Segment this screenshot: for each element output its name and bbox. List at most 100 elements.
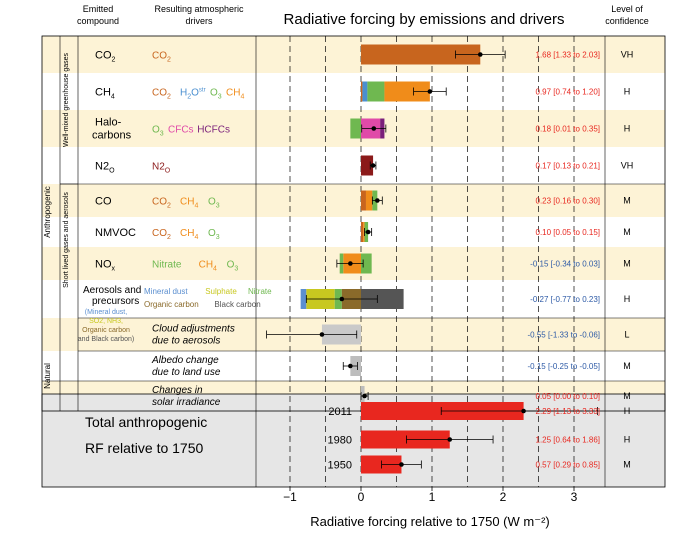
total-year-label: 1950	[328, 460, 352, 472]
value-label: -0.15 [-0.25 to -0.05]	[528, 362, 601, 371]
total-year-label: 1980	[328, 435, 352, 447]
header-confidence-line2: confidence	[605, 16, 649, 26]
driver-label: O3	[208, 197, 220, 210]
confidence-label: H	[624, 87, 631, 97]
x-axis-label: Radiative forcing relative to 1750 (W m⁻…	[310, 514, 550, 529]
compound-label: Albedo change	[151, 355, 219, 366]
driver-label: CO2	[152, 88, 171, 101]
row-best-estimate	[348, 363, 353, 369]
row-shade	[42, 184, 665, 217]
header-emitted-line1: Emitted	[83, 4, 114, 14]
compound-label: Cloud adjustments	[152, 324, 235, 335]
value-label: 0.97 [0.74 to 1.20]	[536, 88, 601, 97]
compound-label: Aerosols and	[83, 285, 141, 296]
aerosol-sublabel: SO2, NH3,	[89, 318, 123, 325]
chart-title: Radiative forcing by emissions and drive…	[284, 11, 565, 28]
value-label: 0.10 [0.05 to 0.15]	[536, 228, 601, 237]
confidence-label: M	[623, 361, 631, 371]
bar-h2o	[362, 81, 368, 102]
row-best-estimate	[339, 296, 345, 302]
driver-label: Nitrate	[248, 287, 272, 296]
confidence-label: M	[623, 227, 631, 237]
total-anthropogenic-label: Total anthropogenic RF relative to 1750	[85, 414, 207, 456]
row-best-estimate	[362, 393, 367, 399]
bar-o3	[361, 253, 372, 274]
aerosol-sublabel: and Black carbon)	[78, 336, 134, 343]
driver-label: Organic carbon	[144, 300, 199, 309]
bar-o3	[350, 118, 361, 139]
confidence-label: VH	[621, 50, 634, 60]
x-tick-label: −1	[283, 490, 297, 504]
compound-label: N2O	[95, 161, 115, 175]
driver-label: N2O	[152, 162, 171, 175]
driver-label: Sulphate	[205, 287, 237, 296]
total-best-estimate	[521, 408, 526, 414]
header-emitted-line2: compound	[77, 16, 119, 26]
compound-label: CO2	[95, 50, 116, 64]
aerosol-sublabel: (Mineral dust,	[85, 309, 127, 316]
driver-label: CO2	[152, 197, 171, 210]
x-tick-label: 0	[358, 490, 365, 504]
total-year-label: 2011	[328, 406, 352, 418]
compound-label: solar irradiance	[152, 397, 221, 408]
value-label: 0.17 [0.13 to 0.21]	[536, 162, 601, 171]
total-bar	[361, 430, 450, 449]
confidence-label: H	[624, 406, 631, 416]
value-label: 0.05 [0.00 to 0.10]	[536, 392, 601, 401]
total-label-line1: Total anthropogenic	[85, 414, 207, 430]
confidence-label: H	[624, 294, 631, 304]
compound-label: CO	[95, 196, 112, 208]
driver-label: CO2	[152, 51, 171, 64]
value-label: 0.18 [0.01 to 0.35]	[536, 125, 601, 134]
bar-mineraldust	[300, 289, 307, 309]
x-tick-label: 2	[500, 490, 507, 504]
row-shade	[42, 36, 665, 73]
value-label: 0.23 [0.16 to 0.30]	[536, 197, 601, 206]
value-label: 0.57 [0.29 to 0.85]	[536, 461, 601, 470]
driver-label: O3	[227, 260, 239, 273]
group-label-wmghg: Well-mixed greenhouse gases	[63, 52, 70, 147]
driver-label: O3	[208, 228, 220, 241]
value-label: 1.25 [0.64 to 1.86]	[536, 436, 601, 445]
totals-frame	[41, 393, 666, 488]
driver-label: CH4	[199, 260, 217, 273]
bar-ch4	[384, 81, 430, 102]
value-label: -0.27 [-0.77 to 0.23]	[530, 295, 600, 304]
confidence-label: L	[624, 330, 629, 340]
compound-label: carbons	[92, 130, 132, 142]
aerosol-sublabel: Organic carbon	[82, 327, 130, 334]
x-tick-label: 3	[571, 490, 578, 504]
header-drivers-line1: Resulting atmospheric	[154, 4, 244, 14]
driver-label: O3	[210, 88, 222, 101]
confidence-label: VH	[621, 161, 634, 171]
driver-label: CH4	[180, 228, 198, 241]
bar-co2	[361, 81, 363, 102]
value-label: -0.15 [-0.34 to 0.03]	[530, 260, 600, 269]
driver-label: CFCs	[168, 125, 194, 136]
driver-label: CH4	[180, 197, 198, 210]
bar-co2	[361, 44, 481, 65]
compound-label: Changes in	[152, 385, 203, 396]
main-frame	[41, 35, 666, 412]
driver-label: CH4	[226, 88, 244, 101]
bar-blackcarbon	[361, 289, 404, 309]
confidence-label: H	[624, 124, 631, 134]
header-confidence-line1: Level of	[611, 4, 643, 14]
row-best-estimate	[375, 198, 380, 203]
driver-label: HCFCs	[197, 125, 230, 136]
row-best-estimate	[319, 332, 325, 337]
bar-ch4	[365, 190, 373, 211]
group-label-natural: Natural	[43, 363, 52, 389]
driver-label: Mineral dust	[144, 287, 188, 296]
row-best-estimate	[348, 261, 353, 266]
bar-ch4	[363, 222, 365, 242]
confidence-label: M	[623, 196, 631, 206]
driver-label: Nitrate	[152, 260, 182, 271]
value-label: 1.68 [1.33 to 2.03]	[536, 51, 601, 60]
driver-label: H2Ostr	[180, 88, 206, 101]
compound-label: Halo-	[95, 117, 122, 129]
total-label-line2: RF relative to 1750	[85, 440, 203, 456]
driver-label: Black carbon	[214, 300, 260, 309]
row-best-estimate	[370, 163, 376, 168]
